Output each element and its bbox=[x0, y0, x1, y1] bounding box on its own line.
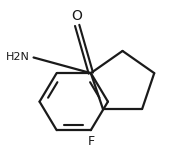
Text: H2N: H2N bbox=[5, 52, 29, 62]
Text: F: F bbox=[88, 135, 95, 148]
Text: O: O bbox=[72, 9, 83, 23]
